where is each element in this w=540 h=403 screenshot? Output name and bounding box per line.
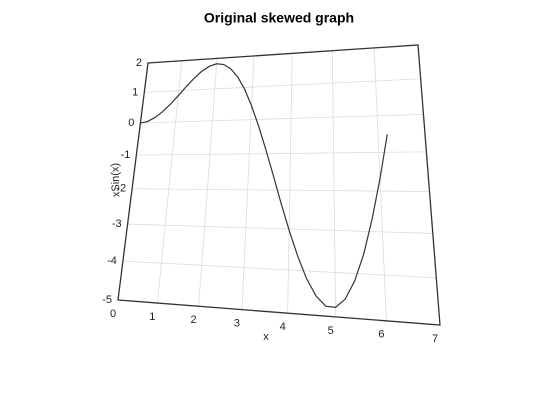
grid-line: [122, 260, 437, 279]
grid-line: [287, 53, 293, 314]
y-axis-label: xSin(x): [109, 163, 122, 198]
grid-line: [241, 55, 255, 310]
x-tick-label: 1: [149, 311, 155, 323]
grid-line: [331, 50, 337, 317]
grid-line: [136, 151, 427, 156]
x-tick-label: 2: [191, 314, 197, 326]
x-axis-label: x: [263, 331, 269, 343]
grid-line: [140, 113, 424, 124]
grid-line: [156, 60, 183, 304]
y-tick-label: -4: [107, 255, 117, 267]
x-tick-label: 6: [378, 329, 384, 341]
grid-line: [127, 223, 433, 234]
line-series: [140, 63, 388, 308]
grid-line: [132, 188, 430, 192]
y-tick-label: -5: [102, 294, 112, 306]
grid-line: [373, 47, 387, 321]
plot-frame: [117, 44, 441, 326]
y-tick-label: -3: [112, 218, 122, 230]
y-tick-label: -1: [121, 149, 131, 161]
grid-line: [144, 78, 421, 93]
y-tick-label: 1: [132, 86, 138, 98]
grid-line: [198, 58, 218, 307]
x-tick-label: 3: [234, 318, 240, 330]
x-tick-label: 5: [328, 325, 334, 337]
x-tick-label: 4: [280, 321, 286, 333]
y-tick-label: 2: [136, 57, 142, 69]
y-tick-label: -2: [116, 183, 126, 195]
y-tick-label: 0: [128, 117, 134, 129]
x-tick-label: 7: [432, 333, 438, 345]
chart-title: Original skewed graph: [204, 10, 354, 26]
x-tick-label: 0: [110, 308, 116, 320]
